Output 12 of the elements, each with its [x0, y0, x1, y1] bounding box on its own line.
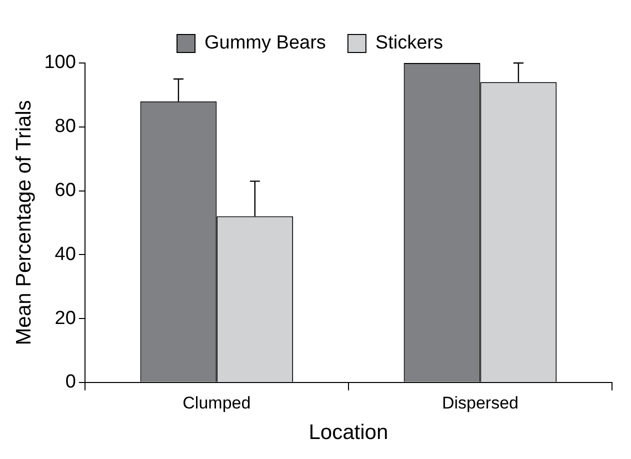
legend-label: Gummy Bears — [204, 32, 326, 54]
y-tick-label: 20 — [54, 308, 76, 329]
x-tick-label: Clumped — [182, 393, 251, 412]
y-tick-label: 80 — [54, 116, 76, 138]
y-tick-label: 100 — [44, 52, 76, 74]
legend-label: Stickers — [375, 32, 443, 54]
y-axis-title: Mean Percentage of Trials — [12, 100, 36, 346]
y-tick-label: 60 — [54, 180, 76, 201]
x-tick-label: Dispersed — [442, 393, 518, 412]
x-axis-title: Location — [308, 421, 388, 444]
y-tick-label: 0 — [65, 372, 76, 393]
y-tick-label: 40 — [54, 244, 76, 265]
